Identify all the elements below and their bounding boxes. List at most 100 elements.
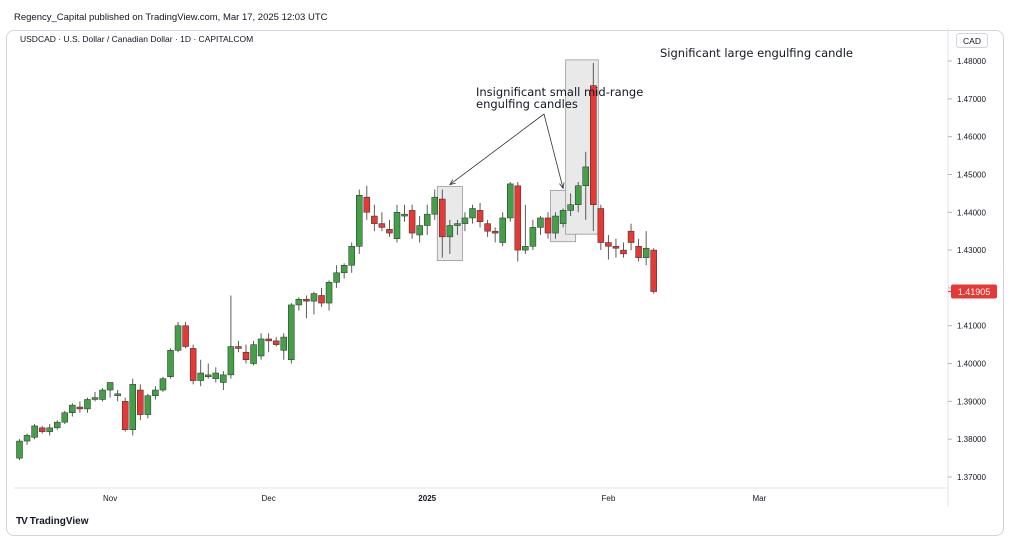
candle-up (152, 389, 159, 396)
candle-down (491, 230, 499, 234)
candle-down (363, 196, 371, 213)
candle-down (476, 210, 484, 222)
candles-group (16, 62, 657, 460)
candle-up (529, 227, 537, 247)
candle-down (378, 223, 386, 228)
candle-up (250, 344, 257, 364)
current-price-badge (951, 284, 997, 299)
x-tick-label-dec: Dec (262, 494, 276, 503)
annotation-mid-range-line2: engulfing candles (476, 97, 578, 111)
x-tick-label-feb: Feb (602, 494, 616, 503)
candle-down (635, 246, 642, 258)
candle-up (114, 393, 121, 396)
candle-up (348, 246, 355, 266)
y-tick-label: 1.39000 (957, 397, 986, 406)
candle-up (567, 204, 574, 211)
publisher-caption: Regency_Capital published on TradingView… (14, 12, 328, 23)
candle-up (280, 336, 287, 351)
candle-up (220, 374, 227, 383)
candle-down (242, 351, 250, 361)
candle-down (121, 401, 129, 430)
current-price-label: 1.41905 (958, 287, 991, 297)
y-tick-label: 1.47000 (957, 95, 986, 104)
candle-down (439, 198, 446, 238)
candle-up (333, 272, 340, 283)
y-tick-label: 1.38000 (957, 435, 986, 444)
candle-up (522, 246, 529, 251)
candle-up (288, 304, 295, 361)
candle-up (99, 389, 106, 400)
candle-down (371, 215, 378, 224)
candle-up (340, 264, 348, 274)
annotation-mid-range-line1: Insignificant small mid-range (476, 85, 643, 99)
y-tick-label: 1.43000 (957, 246, 986, 255)
x-tick-label-2025: 2025 (418, 494, 436, 503)
y-tick-label: 1.44000 (957, 208, 986, 217)
candle-down (514, 185, 522, 251)
candle-down (137, 389, 144, 415)
symbol-title[interactable]: USDCAD · U.S. Dollar / Canadian Dollar ·… (20, 34, 254, 44)
arrow-head-icon (449, 179, 456, 186)
candle-up (393, 212, 401, 239)
candle-down (620, 249, 627, 255)
candle-up (69, 404, 76, 413)
y-tick-label: 1.40000 (957, 360, 986, 369)
candle-down (612, 246, 620, 249)
candle-up (197, 372, 204, 381)
candle-down (597, 208, 605, 243)
candle-up (642, 247, 650, 258)
candle-up (167, 350, 174, 378)
chart-frame (6, 30, 1004, 536)
candle-up (295, 299, 303, 306)
tradingview-brand[interactable]: TV TradingView (16, 516, 89, 527)
candle-down (605, 242, 612, 247)
candle-up (212, 372, 220, 379)
y-tick-label: 1.45000 (957, 170, 986, 179)
candle-down (235, 346, 242, 349)
candle-up (174, 325, 182, 351)
candle-up (552, 215, 559, 234)
candle-down (318, 295, 325, 304)
candle-down (303, 299, 310, 302)
candle-up (469, 208, 476, 219)
candle-down (650, 249, 657, 292)
candle-up (144, 395, 152, 415)
candle-up (325, 281, 333, 304)
brand-name: TradingView (29, 516, 89, 527)
candle-up (159, 378, 167, 391)
candle-up (356, 195, 363, 247)
candle-up (106, 382, 114, 391)
candle-down (189, 348, 197, 381)
annotation-arrow (449, 113, 545, 185)
candle-up (54, 421, 61, 429)
x-tick-label-mar: Mar (753, 494, 767, 503)
candle-up (16, 440, 23, 459)
candle-up (499, 217, 506, 243)
candle-down (627, 230, 635, 243)
candle-down (544, 217, 552, 234)
candle-up (46, 427, 53, 432)
annotation-arrow (543, 113, 564, 189)
candle-down (484, 223, 491, 232)
candle-up (423, 213, 431, 226)
currency-button[interactable]: CAD (956, 33, 988, 48)
candle-up (205, 374, 212, 378)
candle-up (227, 346, 235, 376)
candle-up (431, 196, 438, 215)
candle-up (461, 217, 469, 224)
candle-down (38, 427, 46, 432)
candle-up (23, 435, 31, 442)
candle-up (91, 397, 99, 400)
candle-up (574, 185, 582, 205)
candle-down (182, 325, 189, 347)
candle-up (401, 213, 408, 217)
candle-down (408, 210, 416, 234)
candle-down (265, 338, 272, 342)
candle-up (310, 293, 318, 302)
y-tick-label: 1.41000 (957, 322, 986, 331)
candle-up (84, 399, 91, 410)
candle-up (446, 225, 454, 238)
arrow-head-icon (559, 182, 565, 190)
candle-up (129, 384, 136, 430)
